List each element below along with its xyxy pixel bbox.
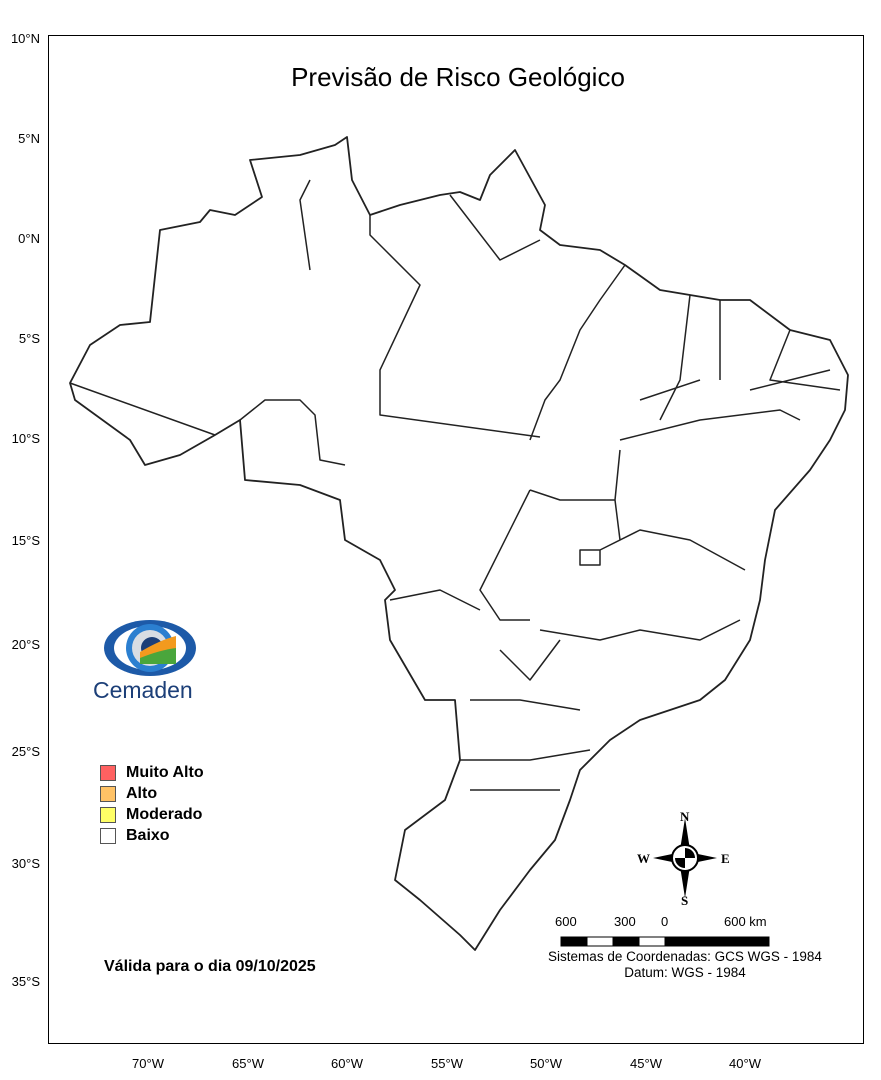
lon-label: 55°W <box>431 1056 463 1071</box>
legend: Muito Alto Alto Moderado Baixo <box>100 762 204 846</box>
lon-label: 40°W <box>729 1056 761 1071</box>
lat-label: 10°N <box>10 31 40 46</box>
legend-label: Baixo <box>126 826 170 844</box>
scale-label: 300 <box>614 914 636 929</box>
scale-label: 0 <box>661 914 669 929</box>
legend-swatch <box>100 785 116 802</box>
brazil-outline <box>69 136 849 951</box>
lat-label: 5°S <box>18 331 40 346</box>
lat-label: 15°S <box>11 533 40 548</box>
legend-swatch <box>100 827 116 844</box>
legend-swatch <box>100 806 116 823</box>
scale-label: 600 km <box>724 914 767 929</box>
lat-label: 5°N <box>18 131 40 146</box>
lat-label: 30°S <box>11 856 40 871</box>
legend-label: Muito Alto <box>126 763 204 781</box>
compass-s: S <box>681 893 689 908</box>
legend-item: Moderado <box>100 804 204 825</box>
lat-label: 10°S <box>11 431 40 446</box>
datum: Datum: WGS - 1984 <box>624 965 746 980</box>
lon-label: 45°W <box>630 1056 662 1071</box>
legend-swatch <box>100 764 116 781</box>
compass-w: W <box>637 851 650 866</box>
compass-n: N <box>680 809 690 824</box>
cemaden-logo-icon <box>104 620 196 676</box>
scale-label: 600 <box>555 914 577 929</box>
map-frame <box>48 35 864 1044</box>
legend-label: Alto <box>126 784 158 802</box>
lon-label: 65°W <box>232 1056 264 1071</box>
lat-label: 20°S <box>11 637 40 652</box>
legend-label: Moderado <box>126 805 203 823</box>
lon-label: 70°W <box>132 1056 164 1071</box>
lat-label: 0°N <box>18 231 40 246</box>
coordinate-info: Sistemas de Coordenadas: GCS WGS - 1984 … <box>520 949 850 981</box>
legend-item: Baixo <box>100 825 204 846</box>
state-boundaries <box>69 179 841 791</box>
legend-item: Muito Alto <box>100 762 204 783</box>
logo-text: Cemaden <box>93 677 193 703</box>
compass-e: E <box>721 851 730 866</box>
scale-bar <box>560 936 770 947</box>
compass-rose-icon <box>653 818 717 898</box>
lon-label: 60°W <box>331 1056 363 1071</box>
legend-item: Alto <box>100 783 204 804</box>
valid-date: Válida para o dia 09/10/2025 <box>104 958 316 975</box>
map-title: Previsão de Risco Geológico <box>291 62 625 92</box>
lon-label: 50°W <box>530 1056 562 1071</box>
lat-label: 25°S <box>11 744 40 759</box>
coord-system: Sistemas de Coordenadas: GCS WGS - 1984 <box>548 949 822 964</box>
lat-label: 35°S <box>11 974 40 989</box>
